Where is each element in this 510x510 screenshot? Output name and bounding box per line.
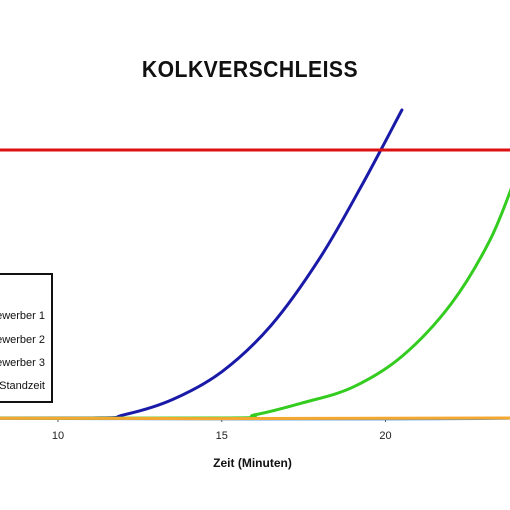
legend: Bewerber 1 Bewerber 2 Bewerber 3 Standze…: [0, 273, 53, 403]
series-line-bewerber-3: [0, 416, 510, 421]
legend-item-standzeit: Standzeit: [0, 380, 45, 392]
legend-item-bewerber-1: Bewerber 1: [0, 310, 45, 322]
series-line-standzeit: [0, 416, 510, 421]
legend-item-bewerber-2: Bewerber 2: [0, 334, 45, 346]
x-axis-label: Zeit (Minuten): [213, 456, 292, 470]
x-tick-label: 10: [52, 430, 64, 442]
series-line-bewerber-1: [0, 108, 404, 420]
x-tick-label: 15: [216, 430, 228, 442]
series-line-bewerber-2: [0, 187, 510, 420]
x-tick-label: 20: [379, 430, 391, 442]
legend-item-bewerber-3: Bewerber 3: [0, 357, 45, 369]
chart-title: KOLKVERSCHLEISS: [141, 56, 359, 82]
